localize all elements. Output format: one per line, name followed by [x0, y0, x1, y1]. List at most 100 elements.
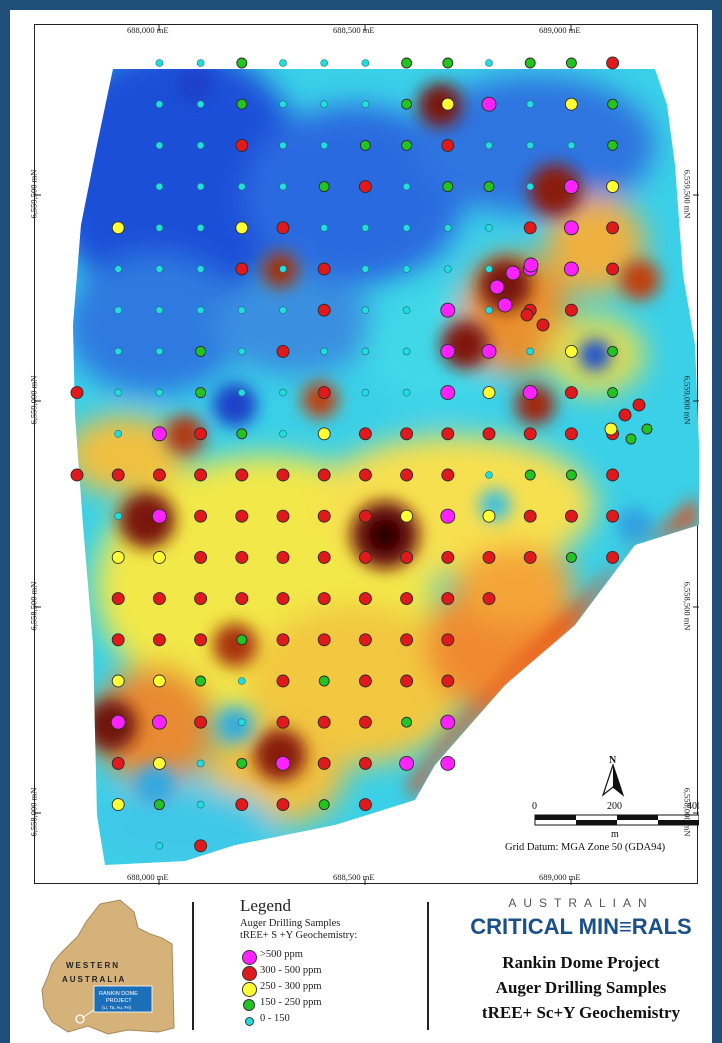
sample-point	[400, 550, 414, 564]
bottom-coord-688500: 688,500 mE	[333, 872, 375, 882]
sample-point	[320, 347, 329, 356]
sample-point	[152, 468, 166, 482]
sample-point	[565, 469, 577, 481]
sample-point	[483, 181, 495, 193]
scale-label-400: 400	[687, 801, 699, 812]
legend-swatch	[244, 1016, 254, 1026]
sample-point	[361, 347, 370, 356]
sample-point	[279, 182, 287, 191]
sample-point	[235, 262, 249, 276]
legend-classes: >500 ppm 300 - 500 ppm 250 - 300 ppm 150 - …	[210, 948, 410, 1028]
sample-point	[358, 592, 372, 606]
right-coord-6559000: 6,559,000 mN	[682, 375, 693, 425]
sample-point	[111, 468, 125, 482]
sample-point	[194, 427, 208, 441]
sample-point	[276, 468, 290, 482]
sample-point	[111, 798, 125, 812]
scale-label-200: 200	[607, 801, 622, 812]
sample-point	[155, 388, 164, 397]
sample-point	[320, 224, 329, 232]
sample-point	[196, 759, 205, 768]
sample-point	[196, 800, 205, 809]
legend-item: 250 - 300 ppm	[210, 980, 410, 997]
sample-point	[402, 306, 411, 315]
right-coord-6558000: 6,558,000 mN	[682, 787, 693, 837]
project-title-line2: Auger Drilling Samples	[495, 978, 667, 997]
sample-point	[485, 141, 493, 150]
western-australia-locator-map: WESTERN AUSTRALIA RANKIN DOME PROJECT (L…	[41, 899, 175, 1035]
legend-swatch	[241, 949, 257, 965]
sample-point	[536, 318, 550, 332]
sample-point	[238, 347, 246, 356]
legend-swatch	[241, 965, 257, 981]
legend: Legend Auger Drilling Samples tREE+ S +Y…	[210, 896, 410, 1028]
legend-item: 0 - 150	[210, 1012, 410, 1028]
sample-point	[358, 633, 372, 647]
sample-point	[524, 469, 536, 481]
brand-critical-minerals-logo: CRITICAL MIN≡RALS	[470, 914, 692, 939]
sample-point	[520, 308, 534, 322]
left-coord-6558000: 6,558,000 mN	[28, 787, 39, 837]
sample-point	[155, 59, 164, 67]
sample-point	[110, 714, 126, 730]
sample-point	[320, 100, 329, 108]
sample-point	[482, 386, 496, 400]
sample-point	[361, 224, 370, 232]
sample-point	[523, 427, 537, 441]
sample-point	[441, 427, 455, 441]
sample-point	[236, 634, 248, 646]
sample-point	[489, 279, 505, 295]
sample-point	[358, 756, 372, 770]
sample-point	[194, 592, 208, 606]
scale-bar: 0 200 400 m Grid Datum: MGA Zone 50 (GDA…	[505, 801, 699, 853]
sample-point	[482, 509, 496, 523]
sample-point	[235, 509, 249, 523]
legend-item: 150 - 250 ppm	[210, 996, 410, 1012]
sample-point	[401, 98, 413, 110]
sample-point	[155, 265, 164, 273]
sample-point	[606, 221, 620, 235]
sample-point	[279, 265, 287, 273]
divider-left	[192, 902, 194, 1030]
sample-point	[440, 385, 456, 401]
right-coord-6559500: 6,559,500 mN	[682, 169, 693, 219]
brand-australian: AUSTRALIAN	[508, 896, 654, 910]
sample-point	[195, 675, 207, 687]
legend-swatch	[243, 999, 255, 1011]
sample-point	[236, 98, 248, 110]
legend-label: 300 - 500 ppm	[260, 965, 322, 976]
bottom-panel: WESTERN AUSTRALIA RANKIN DOME PROJECT (L…	[34, 890, 698, 1043]
sample-point	[194, 550, 208, 564]
sample-point	[194, 715, 208, 729]
project-box-line3: (Li, Ta, Au, Fe)	[102, 1005, 132, 1010]
sample-point	[196, 182, 205, 191]
sample-point	[402, 182, 411, 191]
sample-point	[155, 100, 164, 108]
sample-point	[606, 468, 620, 482]
bottom-coord-689000: 689,000 mE	[539, 872, 581, 882]
sample-point	[151, 714, 167, 730]
sample-point	[526, 182, 535, 191]
sample-point	[235, 468, 249, 482]
legend-subtitle-2: tREE+ S +Y Geochemistry:	[240, 930, 358, 941]
sample-point	[152, 550, 166, 564]
legend-swatch	[241, 981, 257, 997]
sample-point	[317, 386, 331, 400]
sample-point	[317, 715, 331, 729]
sample-point	[236, 757, 248, 769]
wa-label-1: WESTERN	[66, 961, 120, 970]
sample-point	[564, 427, 578, 441]
sample-point	[114, 347, 122, 356]
sample-point	[70, 386, 84, 400]
sample-point	[441, 138, 455, 152]
legend-item: >500 ppm	[210, 948, 410, 965]
legend-subtitle-1: Auger Drilling Samples	[240, 918, 341, 929]
sample-point	[485, 265, 493, 273]
legend-item: 300 - 500 ppm	[210, 964, 410, 981]
sample-point	[196, 306, 205, 315]
project-location-box	[93, 985, 153, 1013]
project-box-line2: PROJECT	[106, 998, 132, 1004]
sample-point	[399, 755, 415, 771]
sample-point	[194, 839, 208, 853]
sample-point	[401, 139, 413, 151]
